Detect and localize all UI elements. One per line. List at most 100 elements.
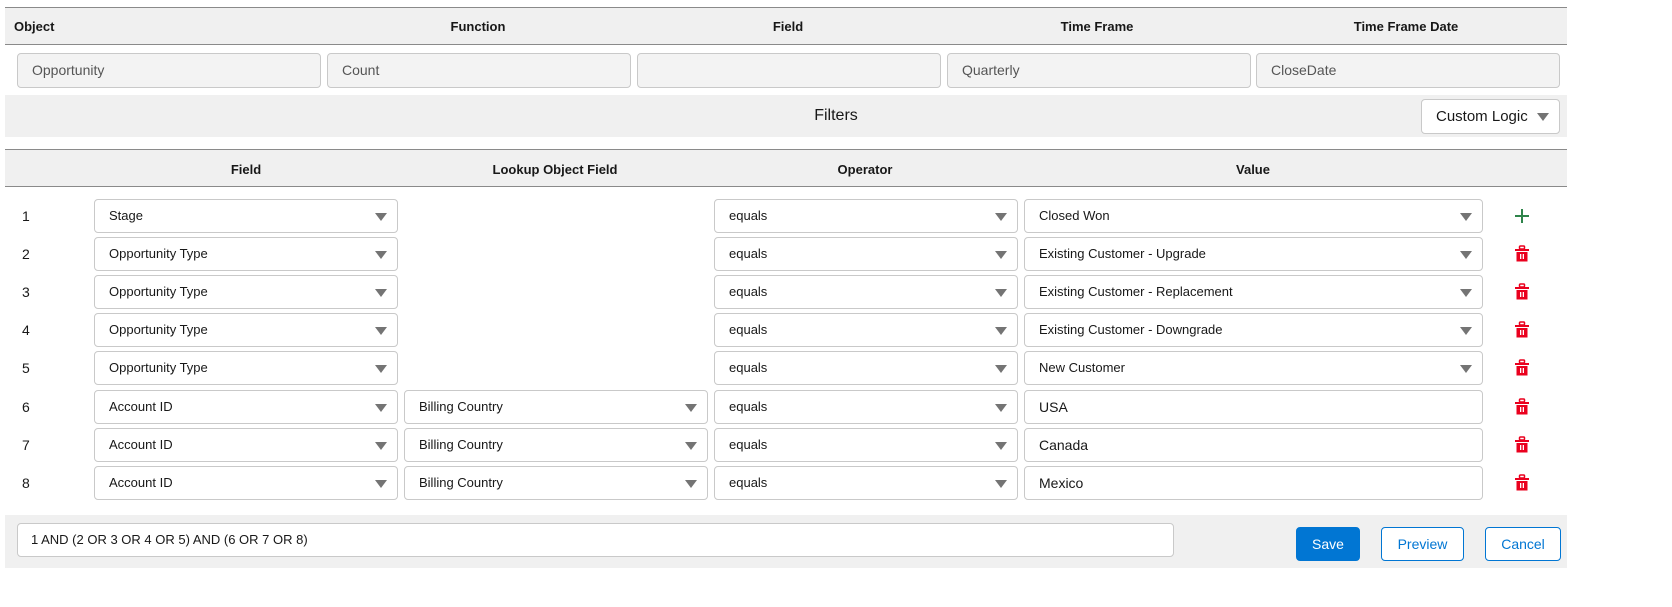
- operator-select[interactable]: equals: [714, 237, 1018, 272]
- col-value: Value: [1236, 162, 1270, 177]
- time-frame-input[interactable]: Quarterly: [947, 53, 1251, 88]
- value-input[interactable]: USA: [1024, 389, 1483, 424]
- operator-select-value: equals: [729, 398, 768, 414]
- delete-row-icon[interactable]: [1513, 245, 1531, 263]
- add-row-icon[interactable]: [1513, 207, 1531, 225]
- delete-row-icon[interactable]: [1513, 435, 1531, 454]
- chevron-down-icon: [995, 403, 1007, 412]
- row-number: 1: [22, 208, 30, 224]
- operator-select[interactable]: equals: [714, 351, 1018, 386]
- operator-select[interactable]: equals: [714, 465, 1018, 500]
- row-number: 4: [22, 322, 30, 339]
- header-object: Object: [14, 19, 55, 34]
- operator-select[interactable]: equals: [714, 427, 1018, 462]
- col-operator: Operator: [837, 162, 893, 177]
- row-number: 6: [22, 398, 30, 415]
- chevron-down-icon: [1460, 213, 1472, 221]
- chevron-down-icon: [995, 365, 1007, 374]
- chevron-down-icon: [375, 289, 387, 298]
- value-select[interactable]: Existing Customer - Downgrade: [1024, 313, 1483, 348]
- operator-select-value: equals: [729, 246, 768, 262]
- value-select[interactable]: Existing Customer - Replacement: [1024, 275, 1483, 310]
- field-select[interactable]: Opportunity Type: [94, 237, 398, 272]
- field-select-value: Account ID: [109, 436, 173, 452]
- field-select[interactable]: Account ID: [94, 389, 398, 424]
- operator-select[interactable]: equals: [714, 275, 1018, 310]
- value-input[interactable]: Mexico: [1024, 465, 1483, 500]
- chevron-down-icon: [375, 251, 387, 260]
- header-function: Function: [450, 19, 506, 34]
- operator-select-value: equals: [729, 436, 768, 452]
- chevron-down-icon: [685, 403, 697, 412]
- object-input[interactable]: Opportunity: [17, 53, 321, 88]
- operator-select[interactable]: equals: [714, 389, 1018, 424]
- operator-select[interactable]: equals: [714, 313, 1018, 348]
- field-select-value: Opportunity Type: [109, 246, 208, 262]
- field-select[interactable]: Opportunity Type: [94, 275, 398, 310]
- save-button[interactable]: Save: [1296, 527, 1360, 561]
- custom-logic-input[interactable]: 1 AND (2 OR 3 OR 4 OR 5) AND (6 OR 7 OR …: [17, 523, 1174, 557]
- value-select[interactable]: New Customer: [1024, 351, 1483, 386]
- delete-row-icon[interactable]: [1513, 321, 1531, 339]
- value-select[interactable]: Existing Customer - Upgrade: [1024, 237, 1483, 272]
- field-select[interactable]: Account ID: [94, 427, 398, 462]
- lookup-select[interactable]: Billing Country: [404, 389, 708, 424]
- chevron-down-icon: [995, 213, 1007, 221]
- value-select-value: Closed Won: [1039, 208, 1110, 223]
- chevron-down-icon: [1460, 289, 1472, 298]
- cancel-button[interactable]: Cancel: [1485, 527, 1561, 561]
- function-input[interactable]: Count: [327, 53, 631, 88]
- chevron-down-icon: [1537, 113, 1549, 121]
- value-input[interactable]: Canada: [1024, 427, 1483, 462]
- lookup-select[interactable]: Billing Country: [404, 427, 708, 462]
- lookup-select-value: Billing Country: [419, 474, 503, 490]
- field-input[interactable]: [637, 53, 941, 88]
- field-select-value: Opportunity Type: [109, 284, 208, 300]
- chevron-down-icon: [375, 441, 387, 450]
- row-number: 3: [22, 284, 30, 301]
- header-time-frame-date: Time Frame Date: [1353, 19, 1459, 34]
- logic-mode-label: Custom Logic: [1436, 108, 1528, 125]
- header-field: Field: [772, 19, 804, 34]
- field-select[interactable]: Opportunity Type: [94, 351, 398, 386]
- operator-select-value: equals: [729, 474, 768, 490]
- col-lookup: Lookup Object Field: [492, 162, 618, 177]
- chevron-down-icon: [375, 365, 387, 374]
- delete-row-icon[interactable]: [1513, 397, 1531, 416]
- delete-row-icon[interactable]: [1513, 473, 1531, 492]
- time-frame-date-input[interactable]: CloseDate: [1256, 53, 1560, 88]
- logic-mode-select[interactable]: Custom Logic: [1421, 99, 1560, 134]
- chevron-down-icon: [1460, 365, 1472, 374]
- preview-button[interactable]: Preview: [1381, 527, 1464, 561]
- field-select-value: Opportunity Type: [109, 360, 208, 376]
- row-number: 5: [22, 360, 30, 377]
- lookup-select-value: Billing Country: [419, 398, 503, 414]
- chevron-down-icon: [1460, 327, 1472, 336]
- lookup-select[interactable]: Billing Country: [404, 465, 708, 500]
- filters-title: Filters: [814, 107, 858, 124]
- delete-row-icon[interactable]: [1513, 283, 1531, 301]
- operator-select-value: equals: [729, 208, 768, 223]
- operator-select[interactable]: equals: [714, 199, 1018, 233]
- row-number: 7: [22, 436, 30, 453]
- chevron-down-icon: [685, 441, 697, 450]
- chevron-down-icon: [1460, 251, 1472, 260]
- operator-select-value: equals: [729, 284, 768, 300]
- field-select[interactable]: Opportunity Type: [94, 313, 398, 348]
- field-select[interactable]: Account ID: [94, 465, 398, 500]
- operator-select-value: equals: [729, 360, 768, 376]
- lookup-select-value: Billing Country: [419, 436, 503, 452]
- chevron-down-icon: [995, 251, 1007, 260]
- field-select-value: Stage: [109, 208, 143, 223]
- value-select[interactable]: Closed Won: [1024, 199, 1483, 233]
- delete-row-icon[interactable]: [1513, 359, 1531, 377]
- operator-select-value: equals: [729, 322, 768, 338]
- field-select[interactable]: Stage: [94, 199, 398, 233]
- value-select-value: Existing Customer - Upgrade: [1039, 246, 1206, 262]
- top-divider: [5, 7, 1567, 8]
- field-select-value: Account ID: [109, 398, 173, 414]
- chevron-down-icon: [375, 213, 387, 221]
- value-select-value: New Customer: [1039, 360, 1125, 376]
- chevron-down-icon: [375, 403, 387, 412]
- chevron-down-icon: [375, 327, 387, 336]
